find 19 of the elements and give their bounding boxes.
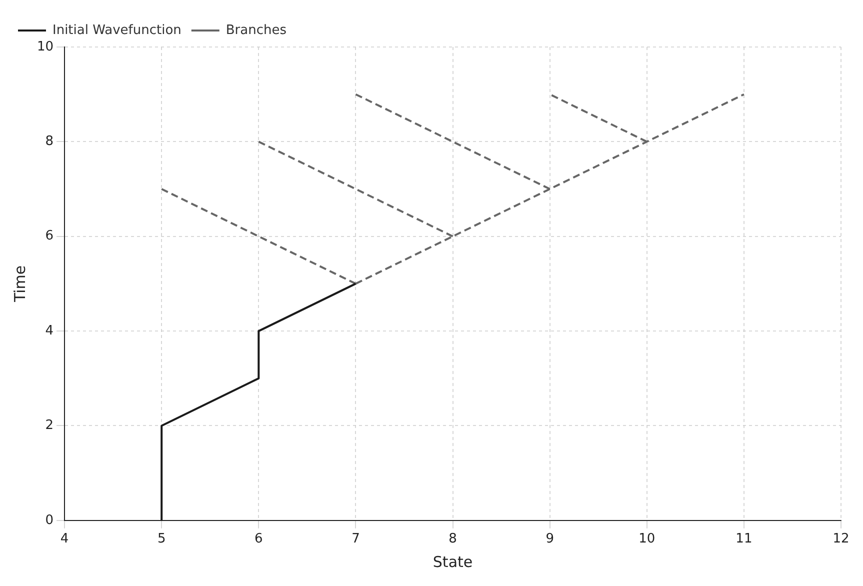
- x-tick-label: 9: [546, 532, 554, 547]
- x-tick-label: 5: [157, 532, 166, 547]
- x-tick-label: 7: [352, 532, 360, 547]
- x-tick-label: 4: [60, 532, 69, 547]
- legend-label: Branches: [226, 22, 287, 38]
- y-tick-label: 0: [45, 512, 54, 528]
- legend-label: Initial Wavefunction: [52, 22, 182, 38]
- y-tick-label: 4: [45, 323, 54, 338]
- y-tick-label: 8: [45, 134, 54, 150]
- x-tick-label: 12: [832, 532, 850, 547]
- y-axis-title: Time: [10, 265, 29, 304]
- x-tick-label: 10: [638, 532, 656, 547]
- x-axis-title: State: [432, 552, 473, 571]
- y-tick-label: 6: [45, 228, 54, 244]
- y-tick-label: 10: [36, 39, 54, 54]
- x-tick-label: 8: [448, 532, 457, 547]
- x-tick-label: 11: [736, 532, 752, 547]
- x-tick-label: 6: [254, 532, 263, 547]
- y-tick-label: 2: [45, 418, 54, 434]
